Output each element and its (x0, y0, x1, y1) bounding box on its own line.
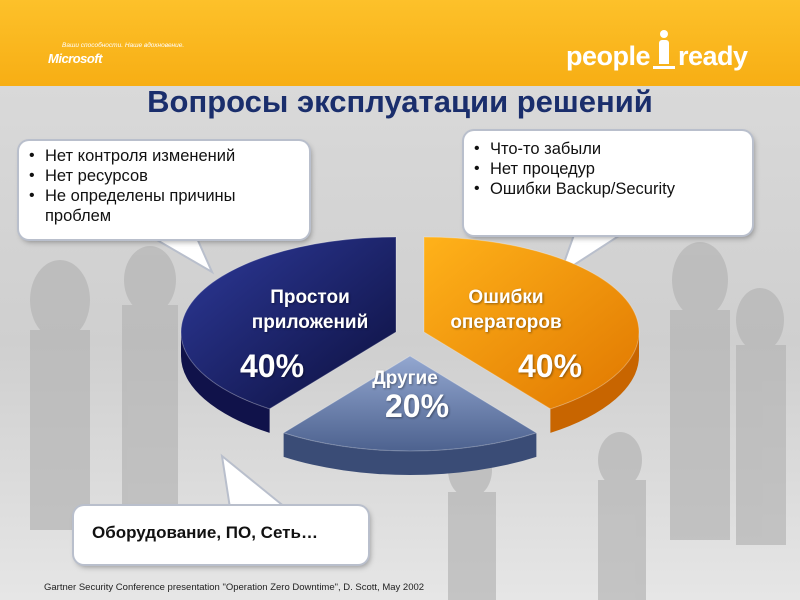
slide-title: Вопросы эксплуатации решений (147, 84, 653, 119)
callout-left-item: Нет ресурсов (27, 166, 301, 186)
microsoft-logo: Microsoft (48, 51, 103, 66)
brand-people: people (566, 41, 651, 71)
microsoft-tagline: Ваши способности. Наше вдохновение. (62, 42, 185, 49)
brand-ready: ready (678, 41, 748, 71)
pie-slice (282, 355, 538, 452)
callout-left-item: Не определены причины проблем (27, 186, 301, 226)
callout-left-item: Нет контроля изменений (27, 146, 301, 166)
pie-slice-side (181, 332, 270, 433)
slice-value-downtime: 40% (239, 348, 305, 384)
person-figure-icon (653, 30, 676, 72)
callout-bottom-text: Оборудование, ПО, Сеть… (92, 523, 318, 542)
slice-value-operators: 40% (517, 348, 583, 384)
callout-right-list: Что-то забыли Нет процедур Ошибки Backup… (472, 139, 744, 199)
slice-label-downtime: Простои приложений (240, 285, 380, 335)
callout-right-item: Ошибки Backup/Security (472, 179, 744, 199)
slice-value-other: 20% (384, 388, 450, 424)
pie-slice (180, 236, 397, 410)
pie-slice (423, 236, 640, 410)
callout-left: Нет контроля изменений Нет ресурсов Не о… (19, 141, 309, 239)
slice-category-label: Простои приложений (251, 287, 369, 333)
source-footnote: Gartner Security Conference presentation… (44, 582, 425, 593)
callout-right-item: Нет процедур (472, 159, 744, 179)
callout-bottom: Оборудование, ПО, Сеть… (74, 506, 368, 564)
callout-right: Что-то забыли Нет процедур Ошибки Backup… (464, 131, 752, 235)
callout-left-list: Нет контроля изменений Нет ресурсов Не о… (27, 146, 301, 226)
callout-right-item: Что-то забыли (472, 139, 744, 159)
slice-label-operators: Ошибки операторов (436, 285, 576, 335)
slice-category-label: Ошибки операторов (450, 287, 562, 333)
pie-slice-side (550, 332, 639, 433)
slice-label-other: Другие (372, 368, 438, 389)
pie-slice-side (283, 432, 537, 475)
people-ready-logo: people ready (566, 30, 748, 72)
header-bar: Ваши способности. Наше вдохновение. Micr… (0, 0, 800, 86)
